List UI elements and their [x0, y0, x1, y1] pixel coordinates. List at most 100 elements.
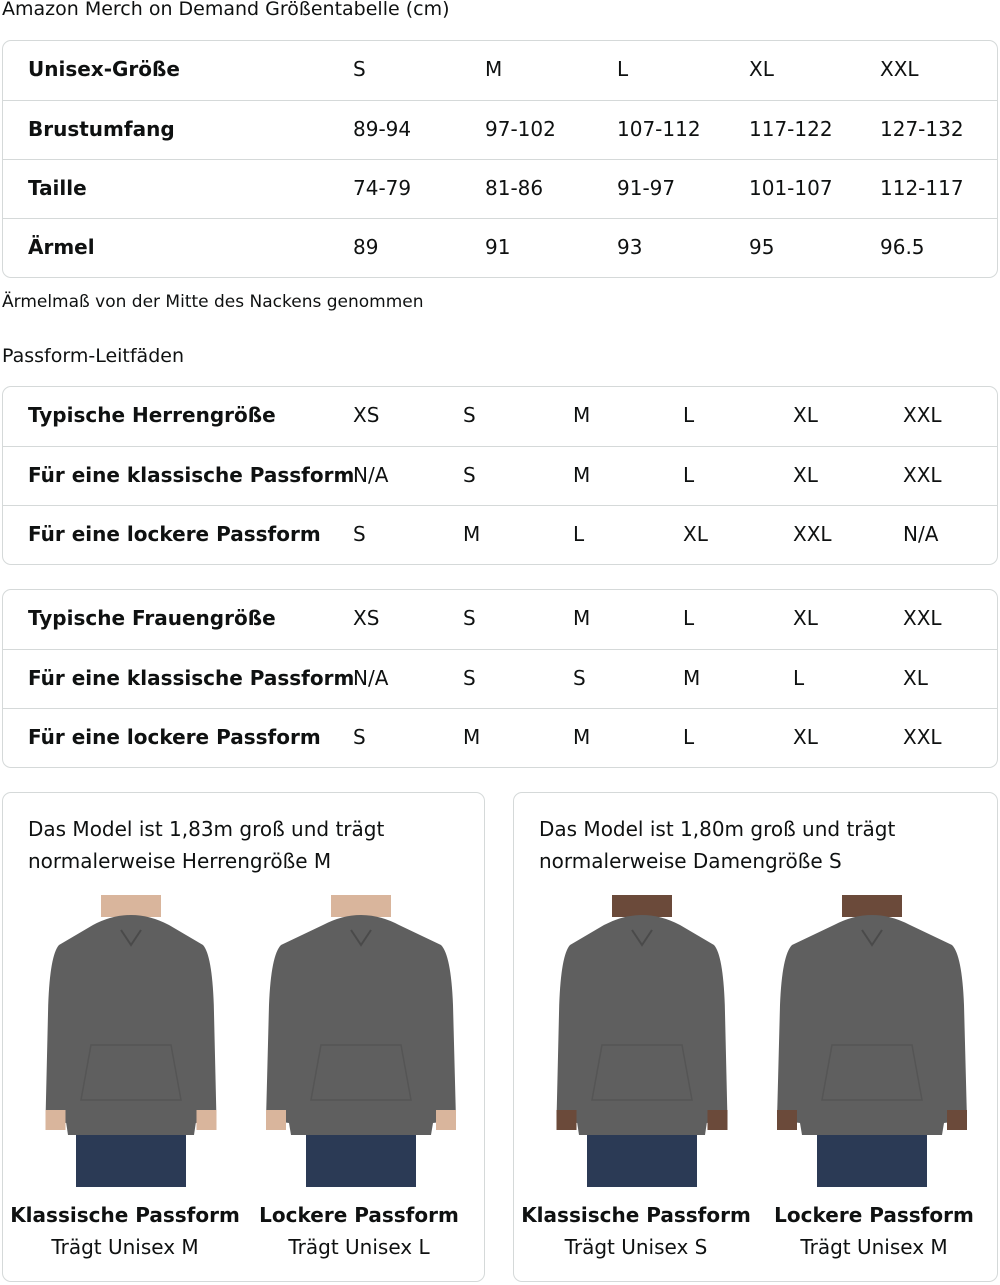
- table-row: Für eine klassische Passform N/A S M L XL XXL: [3, 446, 997, 505]
- table-cell: XXL: [903, 725, 942, 749]
- table-cell: M: [485, 57, 503, 81]
- table-cell: XL: [793, 403, 818, 427]
- table-row: Unisex-Größe S M L XL XXL: [3, 41, 997, 100]
- fit-name: Lockere Passform: [259, 1203, 459, 1227]
- table-cell: 107-112: [617, 117, 701, 141]
- worn-size: Trägt Unisex L: [288, 1235, 430, 1259]
- row-label: Für eine lockere Passform: [28, 522, 321, 546]
- model-description: Das Model ist 1,80m groß und trägt norma…: [539, 817, 896, 873]
- size-chart-table: Unisex-Größe S M L XL XXL Brustumfang 89-94 97-1…: [2, 40, 998, 278]
- table-cell: N/A: [353, 463, 389, 487]
- table-row: Typische Herrengröße XS S M L XL XXL: [3, 387, 997, 446]
- men-model-card: Das Model ist 1,83m groß und trägt norma…: [2, 792, 485, 1282]
- table-cell: 101-107: [749, 176, 833, 200]
- table-cell: XXL: [903, 606, 942, 630]
- table-row: Taille 74-79 81-86 91-97 101-107 112-117: [3, 159, 997, 218]
- table-cell: 93: [617, 235, 643, 259]
- worn-size: Trägt Unisex M: [51, 1235, 199, 1259]
- table-cell: S: [353, 522, 366, 546]
- table-cell: L: [573, 522, 585, 546]
- table-cell: 74-79: [353, 176, 412, 200]
- table-cell: M: [573, 403, 591, 427]
- table-cell: XL: [749, 57, 774, 81]
- row-label: Taille: [28, 176, 87, 200]
- table-cell: 95: [749, 235, 775, 259]
- table-cell: L: [683, 403, 695, 427]
- model-photo: [542, 895, 742, 1187]
- table-cell: XXL: [903, 403, 942, 427]
- table-row: Ärmel 89 91 93 95 96.5: [3, 218, 997, 277]
- table-cell: S: [353, 57, 366, 81]
- table-cell: L: [683, 725, 695, 749]
- table-cell: 89: [353, 235, 379, 259]
- table-row: Für eine lockere Passform S M L XL XXL N/A: [3, 505, 997, 564]
- table-cell: L: [793, 666, 805, 690]
- row-label: Brustumfang: [28, 117, 175, 141]
- table-cell: L: [617, 57, 629, 81]
- fit-caption: Lockere Passform Trägt Unisex M: [754, 1203, 994, 1259]
- table-cell: XXL: [903, 463, 942, 487]
- fit-caption: Klassische Passform Trägt Unisex S: [516, 1203, 756, 1259]
- table-cell: XS: [353, 403, 380, 427]
- table-cell: 89-94: [353, 117, 412, 141]
- table-cell: 81-86: [485, 176, 544, 200]
- table-cell: L: [683, 606, 695, 630]
- table-cell: S: [463, 666, 476, 690]
- women-fit-table: Typische Frauengröße XS S M L XL XXL Für eine k…: [2, 589, 998, 768]
- table-cell: M: [463, 522, 481, 546]
- table-cell: L: [683, 463, 695, 487]
- row-label: Für eine klassische Passform: [28, 463, 355, 487]
- fit-guides-title: Passform-Leitfäden: [2, 345, 184, 367]
- table-cell: N/A: [903, 522, 939, 546]
- table-cell: M: [573, 606, 591, 630]
- row-label: Typische Herrengröße: [28, 403, 276, 427]
- women-model-card: Das Model ist 1,80m groß und trägt norma…: [513, 792, 998, 1282]
- row-label: Ärmel: [28, 235, 95, 259]
- model-photo: [261, 895, 461, 1187]
- table-row: Für eine klassische Passform N/A S S M L XL: [3, 649, 997, 708]
- row-label: Unisex-Größe: [28, 57, 180, 81]
- table-cell: XL: [793, 606, 818, 630]
- table-cell: N/A: [353, 666, 389, 690]
- table-cell: 97-102: [485, 117, 556, 141]
- table-cell: XXL: [793, 522, 832, 546]
- size-chart-title: Amazon Merch on Demand Größentabelle (cm…: [2, 0, 450, 20]
- table-cell: M: [463, 725, 481, 749]
- row-label: Für eine lockere Passform: [28, 725, 321, 749]
- fit-caption: Lockere Passform Trägt Unisex L: [239, 1203, 479, 1259]
- table-cell: XXL: [880, 57, 919, 81]
- table-cell: S: [463, 606, 476, 630]
- table-cell: S: [353, 725, 366, 749]
- table-cell: M: [683, 666, 701, 690]
- table-cell: 91: [485, 235, 511, 259]
- table-cell: XL: [793, 725, 818, 749]
- table-row: Typische Frauengröße XS S M L XL XXL: [3, 590, 997, 649]
- table-cell: XS: [353, 606, 380, 630]
- table-cell: 96.5: [880, 235, 925, 259]
- sleeve-note: Ärmelmaß von der Mitte des Nackens genom…: [2, 292, 424, 312]
- table-cell: S: [573, 666, 586, 690]
- table-cell: M: [573, 463, 591, 487]
- men-fit-table: Typische Herrengröße XS S M L XL XXL Für eine k…: [2, 386, 998, 565]
- model-description: Das Model ist 1,83m groß und trägt norma…: [28, 817, 385, 873]
- table-cell: XL: [683, 522, 708, 546]
- model-photo: [31, 895, 231, 1187]
- table-cell: S: [463, 463, 476, 487]
- worn-size: Trägt Unisex M: [800, 1235, 948, 1259]
- fit-name: Lockere Passform: [774, 1203, 974, 1227]
- table-cell: 117-122: [749, 117, 833, 141]
- table-cell: 127-132: [880, 117, 964, 141]
- fit-caption: Klassische Passform Trägt Unisex M: [5, 1203, 245, 1259]
- row-label: Für eine klassische Passform: [28, 666, 355, 690]
- fit-name: Klassische Passform: [10, 1203, 240, 1227]
- table-row: Brustumfang 89-94 97-102 107-112 117-122 127-…: [3, 100, 997, 159]
- table-cell: XL: [793, 463, 818, 487]
- table-cell: 112-117: [880, 176, 964, 200]
- table-row: Für eine lockere Passform S M M L XL XXL: [3, 708, 997, 767]
- worn-size: Trägt Unisex S: [564, 1235, 708, 1259]
- table-cell: M: [573, 725, 591, 749]
- row-label: Typische Frauengröße: [28, 606, 276, 630]
- table-cell: XL: [903, 666, 928, 690]
- model-photo: [772, 895, 972, 1187]
- fit-name: Klassische Passform: [521, 1203, 751, 1227]
